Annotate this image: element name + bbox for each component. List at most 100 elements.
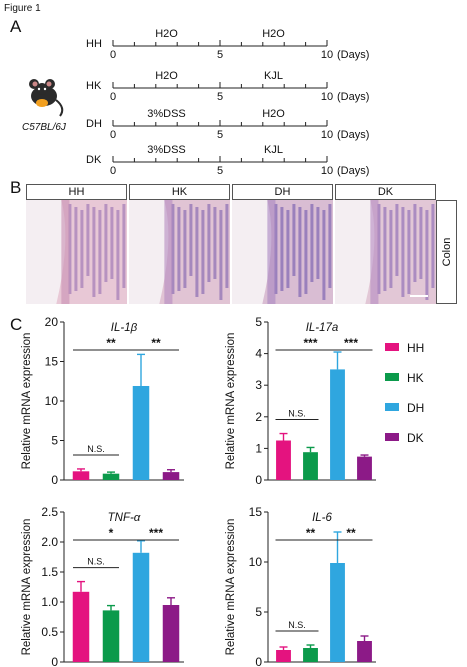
chart-title: IL-17a xyxy=(306,322,339,334)
day-tick-label: 5 xyxy=(216,49,224,61)
day-tick-label: 10 xyxy=(320,129,334,141)
bar-hk xyxy=(303,452,318,480)
panel-b-label: B xyxy=(10,178,22,197)
bar-hk xyxy=(303,648,318,662)
tissue-label: Colon xyxy=(440,237,453,267)
treatment-phase2: KJL xyxy=(264,144,283,156)
group-label: HK xyxy=(86,80,102,92)
bar-chart: 0 5 10 15 20 Relative mRNA expression IL-1β ** *… xyxy=(21,315,184,487)
y-axis-label: Relative mRNA expression xyxy=(225,333,237,470)
histology-image xyxy=(26,200,127,304)
bar-dk xyxy=(162,472,180,480)
treatment-phase1: H2O xyxy=(155,28,178,40)
histology-image xyxy=(335,200,436,304)
chart-title: TNF-α xyxy=(108,512,141,524)
y-axis-label: Relative mRNA expression xyxy=(225,519,237,656)
histology-image xyxy=(129,200,230,304)
timeline-panel xyxy=(29,79,64,117)
bar-hh xyxy=(276,440,291,480)
day-tick-label: 0 xyxy=(109,165,117,177)
bar-dk xyxy=(357,641,372,662)
significance-label: *** xyxy=(149,526,163,540)
y-tick-label: 10 xyxy=(249,555,263,569)
group-label: DK xyxy=(86,154,102,166)
days-unit-label: (Days) xyxy=(337,129,370,141)
bar-dh xyxy=(132,385,150,480)
significance-label: N.S. xyxy=(87,557,105,567)
histology-header: HH xyxy=(26,184,127,200)
day-tick-label: 5 xyxy=(216,165,224,177)
legend-swatch xyxy=(385,403,399,411)
bar-chart: 0 5 10 15 Relative mRNA expression IL-6 ** ** N.… xyxy=(225,505,376,667)
mouse-icon xyxy=(29,79,64,117)
treatment-phase2: H2O xyxy=(262,28,285,40)
bar-dh xyxy=(132,552,150,662)
y-tick-label: 20 xyxy=(45,315,59,329)
significance-label: *** xyxy=(303,336,317,350)
y-tick-label: 1.5 xyxy=(41,565,58,579)
legend-swatch xyxy=(385,343,399,351)
histology-image xyxy=(232,200,333,304)
significance-label: ** xyxy=(346,526,356,540)
day-tick-label: 0 xyxy=(109,49,117,61)
y-tick-label: 1 xyxy=(255,441,262,455)
legend-swatch xyxy=(385,433,399,441)
bar-dk xyxy=(357,456,372,480)
y-tick-label: 15 xyxy=(45,355,59,369)
group-label: HH xyxy=(86,38,102,50)
bar-hh xyxy=(72,471,90,480)
treatment-phase1: 3%DSS xyxy=(147,108,186,120)
day-tick-label: 5 xyxy=(216,129,224,141)
days-unit-label: (Days) xyxy=(337,91,370,103)
histology-header: DH xyxy=(232,184,333,200)
treatment-phase1: H2O xyxy=(155,70,178,82)
day-tick-label: 10 xyxy=(320,49,334,61)
legend-label: DH xyxy=(407,401,424,415)
y-tick-label: 15 xyxy=(249,505,263,519)
significance-label: N.S. xyxy=(288,620,306,630)
y-tick-label: 0 xyxy=(51,473,58,487)
y-tick-label: 1.0 xyxy=(41,595,58,609)
y-tick-label: 2 xyxy=(255,410,262,424)
significance-label: ** xyxy=(106,336,116,350)
bar-dh xyxy=(330,563,345,662)
bar-dk xyxy=(162,605,180,662)
y-tick-label: 3 xyxy=(255,378,262,392)
day-tick-label: 0 xyxy=(109,91,117,103)
bar-hk xyxy=(102,473,120,480)
bar-hk xyxy=(102,610,120,662)
bar-dh xyxy=(330,369,345,480)
histology-header: DK xyxy=(335,184,436,200)
y-tick-label: 5 xyxy=(51,434,58,448)
treatment-phase2: H2O xyxy=(262,108,285,120)
chart-title: IL-6 xyxy=(312,512,332,524)
y-axis-label: Relative mRNA expression xyxy=(21,333,33,470)
y-tick-label: 2.0 xyxy=(41,535,58,549)
y-tick-label: 0.5 xyxy=(41,625,58,639)
bar-hh xyxy=(72,591,90,662)
bar-hh xyxy=(276,650,291,662)
legend: HH HK DH DK xyxy=(385,341,424,445)
days-unit-label: (Days) xyxy=(337,49,370,61)
days-unit-label: (Days) xyxy=(337,165,370,177)
treatment-phase2: KJL xyxy=(264,70,283,82)
significance-label: *** xyxy=(344,336,358,350)
y-tick-label: 5 xyxy=(255,605,262,619)
figure-label: Figure 1 xyxy=(4,3,41,14)
significance-label: N.S. xyxy=(288,409,306,419)
y-tick-label: 0 xyxy=(255,655,262,667)
treatment-phase1: 3%DSS xyxy=(147,144,186,156)
y-axis-label: Relative mRNA expression xyxy=(21,519,33,656)
bar-chart: 0 1 2 3 4 5 Relative mRNA expression IL-17a *** *… xyxy=(225,315,376,487)
panel-a-label: A xyxy=(10,17,22,36)
day-tick-label: 5 xyxy=(216,91,224,103)
chart-title: IL-1β xyxy=(111,322,138,334)
day-tick-label: 10 xyxy=(320,91,334,103)
group-label: DH xyxy=(86,118,102,130)
tissue-label-box: Colon xyxy=(436,200,457,304)
legend-label: HK xyxy=(407,371,424,385)
legend-label: HH xyxy=(407,341,424,355)
y-tick-label: 0 xyxy=(255,473,262,487)
significance-label: ** xyxy=(306,526,316,540)
